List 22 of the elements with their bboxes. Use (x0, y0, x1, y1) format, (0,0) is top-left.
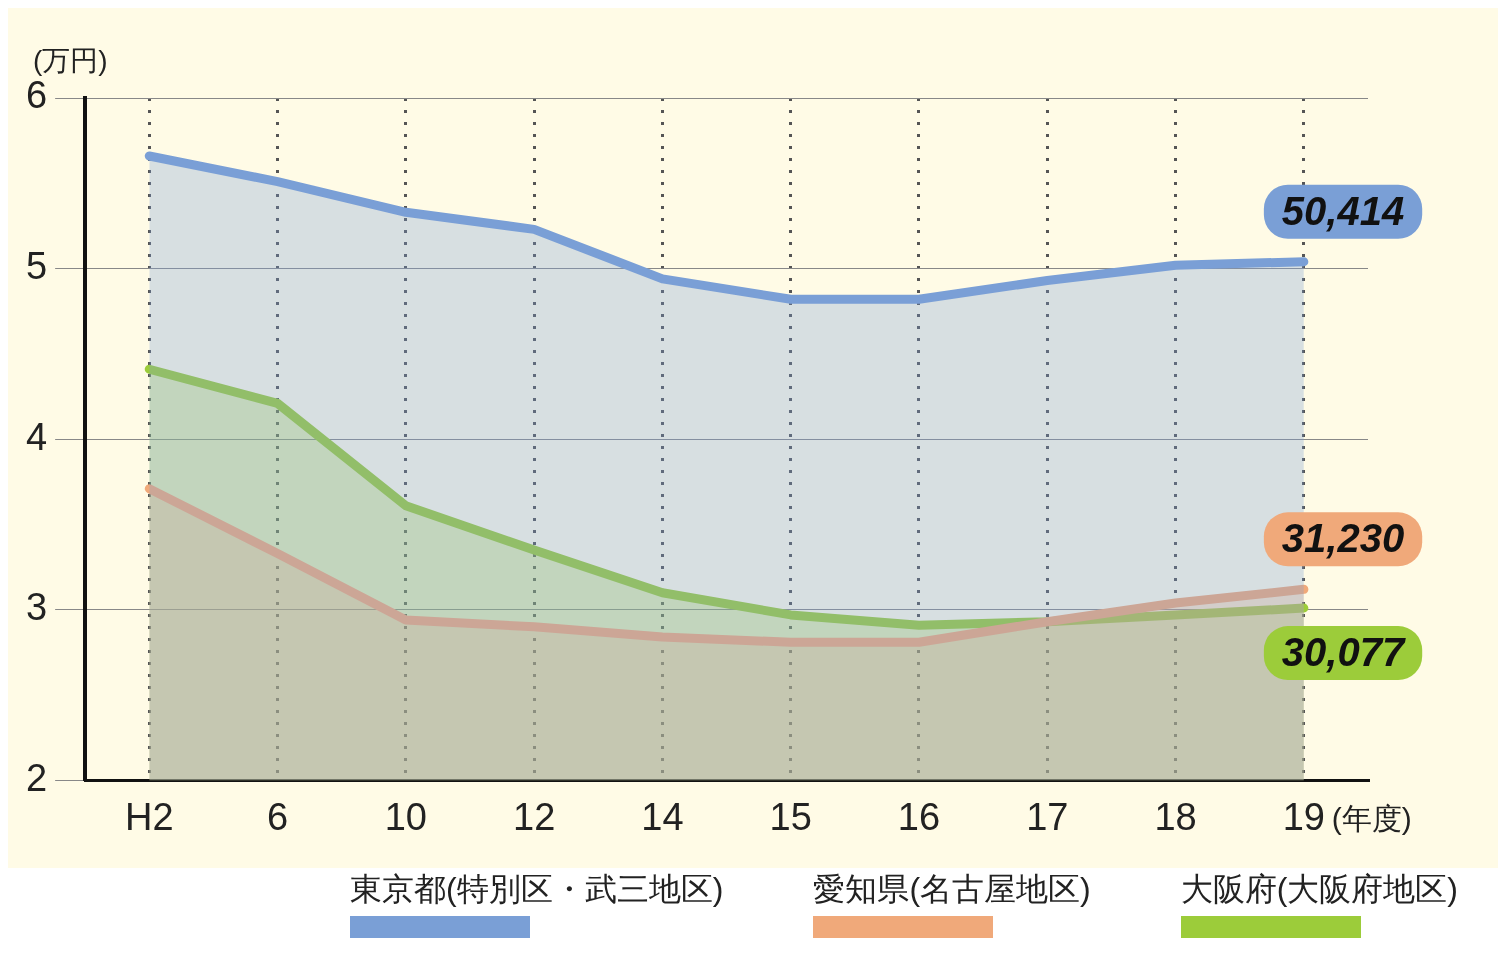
x-tick-label: 6 (266, 795, 289, 838)
x-tick-label: 14 (641, 795, 684, 838)
annotation: 50,414 (1281, 188, 1405, 233)
y-axis-title: (万円) (33, 44, 108, 76)
annotation: 31,230 (1281, 516, 1405, 561)
y-tick-label: 4 (25, 415, 48, 458)
x-tick-label: H2 (124, 795, 174, 838)
y-tick-label: 3 (25, 586, 48, 629)
x-tick-label: 12 (513, 795, 556, 838)
y-tick-label: 5 (25, 245, 48, 288)
y-tick-label: 2 (25, 756, 48, 799)
annotation: 30,077 (1281, 630, 1406, 675)
x-tick-label: 19 (1282, 795, 1325, 838)
x-tick-label: 15 (769, 795, 812, 838)
x-tick-label: 18 (1154, 795, 1197, 838)
x-tick-label: 16 (897, 795, 941, 838)
x-axis-title: (年度) (1331, 801, 1412, 835)
x-tick-label: 17 (1026, 795, 1069, 838)
x-tick-label: 10 (384, 795, 427, 838)
text: 東京都(特別区・武三地区) (350, 870, 724, 909)
text: 愛知県(名古屋地区) (813, 870, 1091, 909)
text: 大阪府(大阪府地区) (1180, 870, 1458, 909)
